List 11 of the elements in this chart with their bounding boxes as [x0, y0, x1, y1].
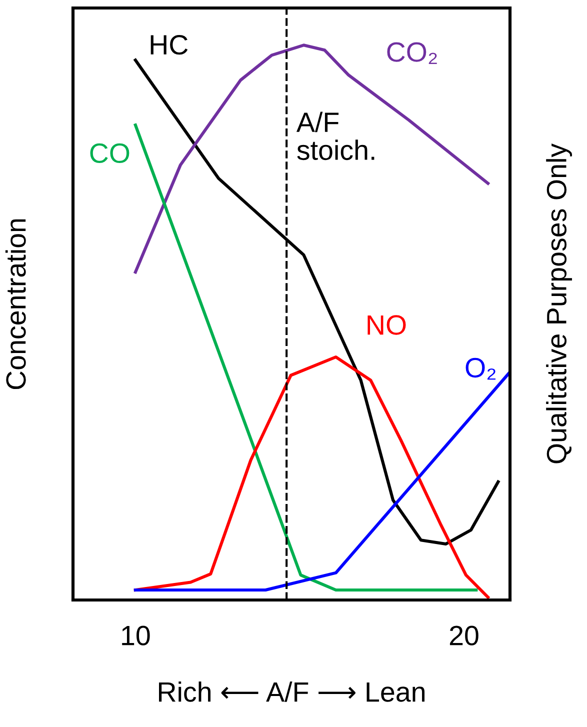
text: Qualitative Purposes Only [546, 143, 572, 464]
series-label: CO₂ [387, 42, 437, 64]
y-axis-title: Concentration [5, 219, 26, 390]
series-label: HC [150, 34, 188, 55]
x-axis-title: Rich ⟵ A/F ⟶ Lean [159, 681, 424, 702]
series-label: O₂ [466, 358, 496, 380]
series-label: CO [90, 143, 130, 164]
ref-line-label: A/F stoich. [296, 112, 374, 160]
x-tick-label: 20 [450, 626, 478, 646]
x-tick-label: 10 [122, 626, 150, 646]
series-label: NO [368, 315, 406, 335]
